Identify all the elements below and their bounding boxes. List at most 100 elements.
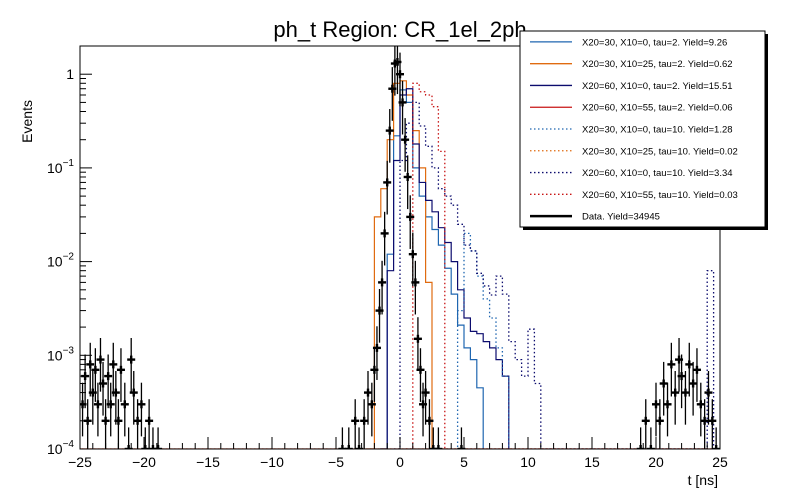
x-tick-label: 0 (396, 454, 404, 470)
y-tick-base: 10 (47, 254, 63, 270)
data-point (708, 399, 717, 449)
data-point (411, 260, 420, 315)
x-tick-label: 25 (712, 454, 728, 470)
data-point (700, 399, 709, 449)
data-point (351, 399, 360, 449)
series-line-7 (405, 82, 720, 449)
legend-label: X20=60, X10=55, tau=2. Yield=0.06 (582, 103, 733, 114)
data-point (137, 382, 146, 437)
data-point (421, 370, 430, 425)
x-axis-title: t [ns] (688, 472, 718, 488)
y-tick-label: 10−3 (47, 345, 74, 363)
data-point (129, 370, 138, 425)
legend-entry: X20=60, X10=0, tau=2. Yield=15.51 (530, 81, 733, 92)
data-point (99, 361, 108, 416)
data-point (372, 326, 381, 380)
y-tick-base: 1 (66, 66, 74, 82)
data-point (408, 232, 417, 287)
data-point (380, 211, 389, 266)
legend-label: X20=30, X10=25, tau=2. Yield=0.62 (582, 59, 733, 70)
legend-entry: X20=30, X10=0, tau=2. Yield=9.26 (530, 37, 727, 48)
legend-label: X20=60, X10=0, tau=2. Yield=15.51 (582, 81, 733, 92)
data-point (93, 382, 102, 437)
y-tick-label: 10−1 (47, 158, 74, 176)
data-point (457, 427, 466, 449)
x-tick-label: −25 (68, 454, 92, 470)
data-point (116, 348, 125, 402)
data-point (685, 342, 694, 397)
series-line-6 (392, 101, 720, 449)
x-tick-label: −15 (196, 454, 220, 470)
data-point (106, 382, 115, 437)
data-point (111, 370, 120, 425)
legend: X20=30, X10=0, tau=2. Yield=9.26 X20=30, … (519, 30, 768, 230)
data-point (652, 382, 660, 437)
data-point (401, 118, 410, 172)
legend-entry: X20=30, X10=25, tau=10. Yield=0.02 (530, 146, 738, 157)
legend-label: X20=30, X10=0, tau=10. Yield=1.28 (582, 125, 733, 136)
data-point (655, 399, 664, 449)
x-tick-label: −10 (260, 454, 284, 470)
y-tick-exponent: −4 (63, 439, 75, 450)
y-tick-exponent: −1 (63, 158, 75, 169)
legend-entry: Data. Yield=34945 (530, 212, 660, 223)
data-point (671, 370, 680, 425)
data-point (104, 354, 113, 409)
legend-label: X20=60, X10=0, tau=10. Yield=3.34 (582, 168, 733, 179)
data-point (663, 382, 672, 437)
data-point (667, 342, 676, 397)
y-tick-base: 10 (47, 347, 63, 363)
legend-entry: X20=30, X10=25, tau=2. Yield=0.62 (530, 59, 733, 70)
data-point (145, 399, 154, 449)
series-line-0 (380, 89, 484, 449)
legend-label: Data. Yield=34945 (582, 212, 660, 223)
data-point (383, 160, 392, 215)
x-tick-label: 10 (520, 454, 536, 470)
legend-entry: X20=60, X10=55, tau=2. Yield=0.06 (530, 103, 733, 114)
data-point (141, 427, 150, 449)
data-point (681, 370, 690, 425)
data-point (396, 52, 404, 107)
data-point (109, 342, 118, 397)
y-tick-label: 10−4 (47, 439, 74, 457)
legend-label: X20=30, X10=25, tau=10. Yield=0.02 (582, 146, 738, 157)
legend-entry: X20=60, X10=55, tau=10. Yield=0.03 (530, 190, 738, 201)
data-point (692, 348, 701, 402)
legend-entry: X20=60, X10=0, tau=10. Yield=3.34 (530, 168, 733, 179)
data-point (712, 427, 720, 449)
data-point (704, 370, 713, 425)
data-point (403, 155, 412, 210)
data-point (406, 195, 415, 249)
data-point (659, 361, 668, 416)
x-tick-label: −20 (132, 454, 156, 470)
axis-layer: −25 −20 −15 −10 −5 0 5 10 15 20 2510−410−310−210−1… (47, 45, 728, 470)
series-line-4 (456, 232, 510, 449)
x-tick-label: 20 (648, 454, 664, 470)
data-point (385, 109, 394, 163)
data-point (429, 427, 438, 449)
legend-label: X20=30, X10=0, tau=2. Yield=9.26 (582, 37, 727, 48)
y-tick-base: 10 (47, 160, 63, 176)
data-point (154, 427, 163, 449)
data-point (641, 399, 650, 449)
data-point (360, 399, 369, 449)
chart-title: ph_t Region: CR_1el_2ph (273, 17, 526, 42)
data-point (425, 399, 434, 449)
data-point (91, 348, 100, 402)
data-point (636, 427, 645, 449)
data-point (398, 80, 407, 135)
data-point (133, 399, 142, 449)
data-point (124, 427, 133, 449)
legend-label: X20=60, X10=55, tau=10. Yield=0.03 (582, 190, 738, 201)
y-tick-exponent: −2 (63, 252, 75, 263)
data-point (148, 427, 157, 449)
data-point (677, 354, 686, 409)
series-layer (80, 46, 720, 449)
data-point (364, 370, 372, 425)
data-point (127, 337, 136, 392)
data-point (413, 317, 422, 371)
y-axis-title: Events (19, 100, 35, 143)
data-point (338, 427, 347, 449)
y-tick-exponent: −3 (63, 345, 75, 356)
